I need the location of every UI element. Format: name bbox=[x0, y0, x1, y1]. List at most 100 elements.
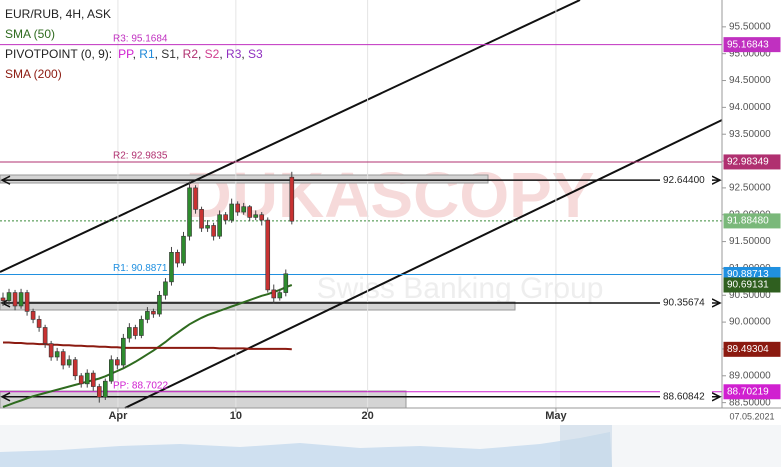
x-tick-label: Apr bbox=[108, 410, 128, 422]
candle-body bbox=[151, 311, 156, 315]
y-tick-label: 90.50000 bbox=[729, 290, 771, 301]
candle-body bbox=[66, 359, 72, 366]
date-label: 07.05.2021 bbox=[729, 411, 774, 421]
candle-body bbox=[18, 292, 24, 307]
candle-body bbox=[133, 327, 138, 336]
price-tag-label: 95.16843 bbox=[727, 39, 769, 50]
y-tick-label: 94.50000 bbox=[729, 75, 771, 86]
pivot-label: R1: 90.8871 bbox=[113, 263, 168, 274]
y-tick-label: 92.50000 bbox=[729, 183, 771, 194]
pivot-legend-entry: S2 bbox=[205, 47, 220, 61]
level-arrow bbox=[711, 175, 722, 185]
level-arrow bbox=[711, 298, 722, 308]
trend-line bbox=[124, 119, 723, 409]
separator: , bbox=[198, 47, 205, 61]
instrument-title: EUR/RUB, 4H, ASK bbox=[5, 7, 111, 21]
y-tick-label: 95.50000 bbox=[729, 21, 771, 32]
date-tag bbox=[724, 410, 780, 423]
level-label-bg bbox=[660, 295, 712, 309]
candle-body bbox=[253, 214, 259, 218]
candle-body bbox=[199, 209, 204, 229]
candle-body bbox=[72, 359, 78, 377]
indicator-line bbox=[2, 284, 293, 408]
level-label: 90.35674 bbox=[663, 298, 705, 309]
price-tag-label: 92.98349 bbox=[727, 157, 769, 168]
candle-body bbox=[121, 337, 126, 366]
candle-body bbox=[96, 386, 102, 398]
price-tag-label: 91.88480 bbox=[727, 216, 769, 227]
legend-entry: SMA (50) bbox=[5, 27, 55, 41]
candle-body bbox=[78, 375, 84, 385]
candle-body bbox=[84, 372, 90, 385]
price-tag bbox=[723, 277, 781, 293]
y-tick-label: 91.50000 bbox=[729, 236, 771, 247]
pivot-legend-entry: R2 bbox=[183, 47, 199, 61]
navigator-window[interactable] bbox=[560, 425, 612, 467]
price-tag-label: 90.88713 bbox=[727, 269, 769, 280]
trend-line bbox=[0, 0, 581, 273]
y-tick-label: 93.50000 bbox=[729, 129, 771, 140]
candle-body bbox=[241, 206, 246, 213]
candle-body bbox=[217, 214, 222, 237]
pivot-title: PIVOTPOINT (0, 9): bbox=[5, 47, 112, 61]
candle-body bbox=[24, 292, 30, 312]
candle-body bbox=[54, 351, 60, 358]
x-tick-label: May bbox=[545, 410, 567, 422]
price-tag-label: 89.49304 bbox=[727, 344, 769, 355]
candle-body bbox=[289, 176, 295, 222]
legend-entry: SMA (200) bbox=[5, 67, 62, 81]
level-label-bg bbox=[660, 389, 712, 403]
plot-underlay: DUKASCOPY Swiss Banking Group bbox=[0, 0, 723, 409]
level-label: 88.60842 bbox=[663, 391, 705, 402]
candle-body bbox=[211, 225, 216, 237]
level-arrow bbox=[711, 392, 722, 402]
price-tag bbox=[723, 154, 781, 170]
candle-body bbox=[42, 327, 48, 344]
candle-body bbox=[139, 319, 144, 336]
separator: , bbox=[241, 47, 248, 61]
pivot-label: R2: 92.9835 bbox=[113, 151, 168, 162]
candle-body bbox=[102, 380, 108, 398]
candle-body bbox=[48, 343, 54, 358]
pivot-legend-entry: PP bbox=[118, 47, 134, 61]
y-tick-label: 89.00000 bbox=[729, 370, 771, 381]
candle-body bbox=[181, 235, 186, 264]
y-tick-label: 88.50000 bbox=[729, 397, 771, 408]
price-tag-label: 90.69131 bbox=[727, 280, 769, 291]
candle-body bbox=[265, 219, 271, 291]
candle-body bbox=[109, 359, 114, 382]
x-tick-label: 20 bbox=[361, 410, 373, 422]
candle-body bbox=[30, 311, 36, 320]
pivot-label: R3: 95.1684 bbox=[113, 33, 168, 44]
candle-body bbox=[6, 292, 12, 301]
pivot-legend-entry: S1 bbox=[161, 47, 176, 61]
price-tag bbox=[723, 37, 781, 53]
level-arrow bbox=[0, 392, 11, 402]
candle-body bbox=[157, 294, 162, 315]
pivot-legend: PIVOTPOINT (0, 9): PP, R1, S1, R2, S2, R3… bbox=[5, 47, 263, 61]
pivot-label: PP: 88.7022 bbox=[113, 380, 168, 391]
candle-body bbox=[127, 327, 132, 339]
x-tick-label: 10 bbox=[230, 410, 242, 422]
watermark: Swiss Banking Group bbox=[317, 272, 604, 305]
level-label-bg bbox=[660, 173, 712, 187]
candle-body bbox=[193, 187, 198, 210]
price-tag bbox=[723, 384, 781, 400]
pivot-legend-entry: R3 bbox=[226, 47, 242, 61]
y-tick-label: 94.00000 bbox=[729, 102, 771, 113]
candle-body bbox=[277, 292, 283, 299]
separator: , bbox=[176, 47, 183, 61]
separator: , bbox=[155, 47, 162, 61]
zone bbox=[0, 301, 516, 311]
candle-body bbox=[115, 359, 120, 366]
candle-body bbox=[205, 225, 210, 229]
y-tick-label: 95.00000 bbox=[729, 48, 771, 59]
price-tag-label: 88.70219 bbox=[727, 386, 769, 397]
separator: , bbox=[133, 47, 140, 61]
separator: , bbox=[219, 47, 226, 61]
candle-body bbox=[0, 297, 6, 301]
zone bbox=[0, 390, 407, 409]
candle-body bbox=[145, 311, 150, 320]
